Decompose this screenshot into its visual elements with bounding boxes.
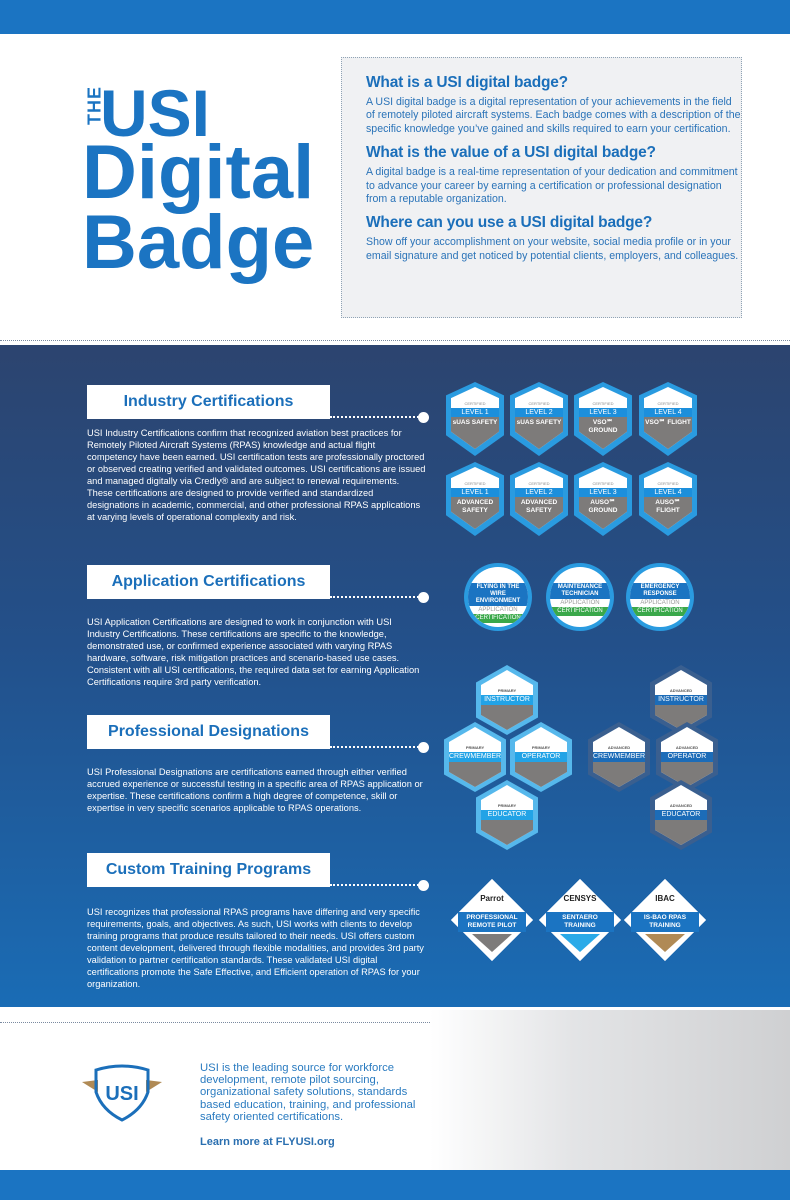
badge-tier: PRIMARY [497,803,517,808]
section-heading: Industry Certifications [87,385,330,419]
info-heading: What is a USI digital badge? [366,74,568,91]
svg-text:USI: USI [105,1083,138,1105]
badge-name: OPERATOR [661,752,713,762]
section-text: USI Professional Designations are certif… [87,767,423,813]
connector-line [330,596,422,598]
badge-level: LEVEL 3 [579,488,627,497]
badge-ribbon: CERTIFICATION [550,607,610,616]
footer-text: USI is the leading source for workforce … [200,1062,416,1123]
info-box: What is a USI digital badge? A USI digit… [341,57,742,318]
info-text: A USI digital badge is a digital represe… [366,96,741,135]
badge-level: LEVEL 2 [515,488,563,497]
badge-certified: CERTIFIED [657,401,679,406]
badge-tier: ADVANCED [675,745,699,750]
section-heading: Application Certifications [87,565,330,599]
badge-level: LEVEL 1 [451,408,499,417]
info-heading: Where can you use a USI digital badge? [366,214,653,232]
title-badge: Badge [82,200,315,285]
badge-tier: ADVANCED [607,745,631,750]
badge-tier: ADVANCED [669,803,693,808]
professional-badge: ADVANCED EDUCATOR [650,780,712,850]
title-usi: USI [100,76,211,150]
badge-level: LEVEL 4 [644,408,692,417]
badge-name: INSTRUCTOR [655,695,707,705]
badge-ribbon: CERTIFICATION [468,614,528,623]
badge-name: CREWMEMBER [449,752,502,762]
connector-line [330,416,422,418]
connector-line [330,884,422,886]
badge-name: EDUCATOR [481,810,533,820]
badge-level: LEVEL 3 [579,408,627,417]
badge-name: EDUCATOR [655,810,707,820]
application-badge: MAINTENANCE TECHNICIAN APPLICATION CERTI… [546,563,614,631]
badge-tier: PRIMARY [465,745,485,750]
badge-name: EMERGENCY RESPONSE [630,583,690,599]
usi-logo: USI [82,1064,162,1122]
learn-more-link[interactable]: Learn more at FLYUSI.org [200,1136,335,1148]
connector-dot [418,880,429,891]
badge-name: PROFESSIONAL REMOTE PILOT [458,912,526,932]
badge-tier: PRIMARY [531,745,551,750]
section-text: USI recognizes that professional RPAS pr… [87,907,424,989]
badge-certified: CERTIFIED [464,401,486,406]
divider [0,340,790,341]
application-badge: FLYING IN THE WIRE ENVIRONMENT APPLICATI… [464,563,532,631]
badge-ribbon: CERTIFICATION [630,607,690,616]
badge-level: LEVEL 2 [515,408,563,417]
partner-logo: IBAC [655,894,675,903]
section-text: USI Application Certifications are desig… [87,617,420,687]
connector-dot [418,742,429,753]
application-badge: EMERGENCY RESPONSE APPLICATION CERTIFICA… [626,563,694,631]
professional-badge: PRIMARY CREWMEMBER [444,722,506,792]
bottom-bar [0,1170,790,1200]
divider [0,1022,790,1023]
badge-name: MAINTENANCE TECHNICIAN [550,583,610,599]
badge-level: LEVEL 4 [644,488,692,497]
badge-name: SENTAERO TRAINING [546,912,614,932]
section-heading: Professional Designations [87,715,330,749]
badge-sub: APPLICATION [478,607,518,613]
badge-name: INSTRUCTOR [481,695,533,705]
badge-tier: PRIMARY [497,688,517,693]
badge-certified: CERTIFIED [592,481,614,486]
badge-name: FLYING IN THE WIRE ENVIRONMENT [468,583,528,606]
partner-logo: Parrot [480,894,504,903]
info-heading: What is the value of a USI digital badge… [366,144,656,162]
connector-dot [418,412,429,423]
badge-name: CREWMEMBER [593,752,646,762]
section-heading: Custom Training Programs [87,853,330,887]
badge-certified: CERTIFIED [528,401,550,406]
badge-certified: CERTIFIED [528,481,550,486]
professional-badge: PRIMARY EDUCATOR [476,780,538,850]
badge-certified: CERTIFIED [657,481,679,486]
badge-sub: APPLICATION [640,600,680,606]
top-bar [0,0,790,34]
drone-photo [430,1010,790,1170]
badge-name: OPERATOR [515,752,567,762]
badge-level: LEVEL 1 [451,488,499,497]
section-text: USI Industry Certifications confirm that… [87,428,426,522]
badge-certified: CERTIFIED [592,401,614,406]
badge-certified: CERTIFIED [464,481,486,486]
custom-training-badge: CENSYS SENTAERO TRAINING [538,878,622,962]
info-text: A digital badge is a real-time represent… [366,166,738,206]
connector-dot [418,592,429,603]
info-text: Show off your accomplishment on your web… [366,236,739,262]
title-digital: Digital [82,130,315,215]
badge-name: IS-BAO RPAS TRAINING [631,912,699,932]
connector-line [330,746,422,748]
custom-training-badge: IBAC IS-BAO RPAS TRAINING [623,878,707,962]
partner-logo: CENSYS [563,894,597,903]
industry-badge: CERTIFIED LEVEL 3 AUSO℠ GROUND [574,462,632,536]
custom-training-badge: Parrot PROFESSIONAL REMOTE PILOT [450,878,534,962]
badge-sub: APPLICATION [560,600,600,606]
badge-tier: ADVANCED [669,688,693,693]
